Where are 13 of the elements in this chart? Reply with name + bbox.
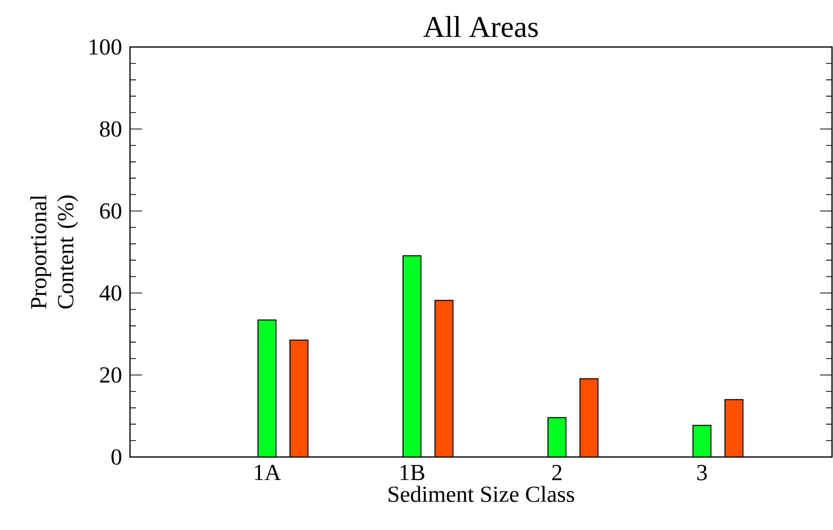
y-tick-label: 80 bbox=[100, 121, 122, 137]
x-tick-label: 1A bbox=[254, 464, 281, 480]
x-tick-label: 1B bbox=[400, 464, 424, 480]
x-axis-title: Sediment Size Class bbox=[388, 486, 574, 502]
y-tick-label: 40 bbox=[100, 285, 122, 301]
y-tick-label: 0 bbox=[112, 449, 122, 465]
y-tick-label: 100 bbox=[90, 39, 122, 55]
y-tick-label: 20 bbox=[100, 367, 122, 383]
y-axis-title: Proportional Content (%) bbox=[30, 194, 78, 309]
y-tick-label: 60 bbox=[100, 203, 122, 219]
chart-title: All Areas bbox=[423, 16, 538, 38]
x-tick-label: 2 bbox=[552, 464, 562, 480]
x-tick-label: 3 bbox=[697, 464, 707, 480]
